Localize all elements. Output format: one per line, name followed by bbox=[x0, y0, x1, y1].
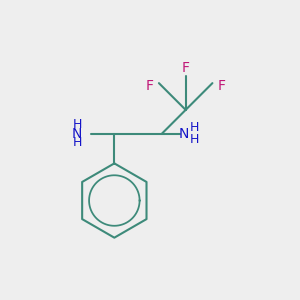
Text: H: H bbox=[73, 136, 82, 149]
Text: F: F bbox=[182, 61, 190, 75]
Text: H: H bbox=[190, 133, 199, 146]
Text: H: H bbox=[190, 121, 199, 134]
Text: F: F bbox=[146, 79, 154, 93]
Text: H: H bbox=[73, 118, 82, 131]
Text: N: N bbox=[179, 127, 189, 141]
Text: F: F bbox=[217, 79, 225, 93]
Text: N: N bbox=[72, 127, 83, 141]
